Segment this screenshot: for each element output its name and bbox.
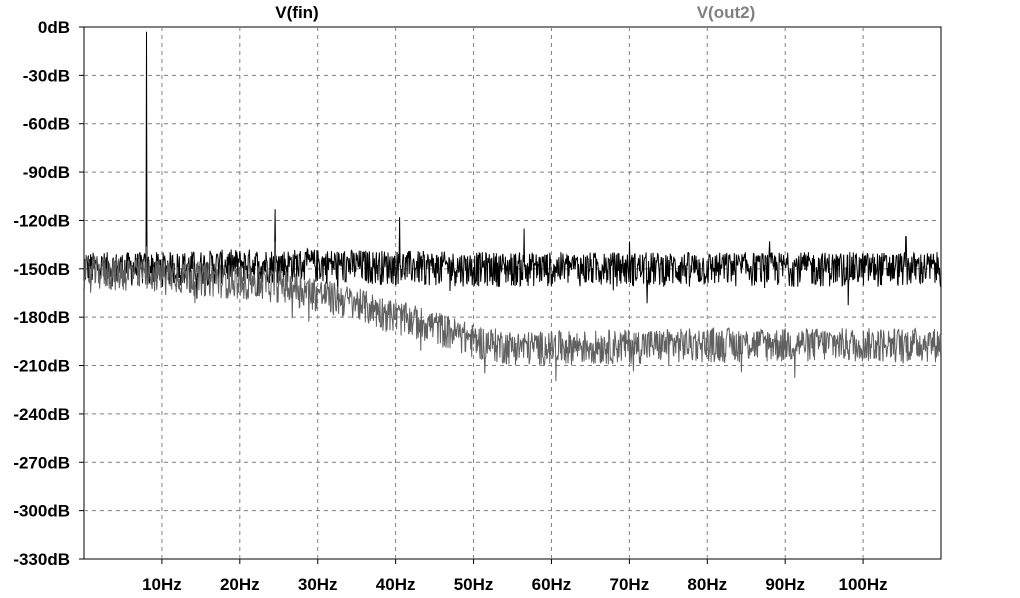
x-tick-label-9: 100Hz — [839, 575, 888, 594]
y-axis-ticks: 0dB -30dB -60dB -90dB -120dB -150dB -180dB -210… — [13, 18, 84, 569]
legend-series-out2: V(out2) — [697, 3, 756, 22]
x-tick-label-7: 80Hz — [687, 575, 727, 594]
grid-lines — [84, 27, 941, 559]
x-axis-ticks: 10Hz 20Hz 30Hz 40Hz 50Hz 60Hz 70Hz 80Hz 90Hz 100H… — [142, 559, 888, 594]
x-tick-label-6: 70Hz — [610, 575, 650, 594]
y-tick-label-10: -300dB — [13, 502, 70, 521]
legend: V(fin) V(out2) — [275, 3, 755, 22]
x-tick-label-2: 30Hz — [298, 575, 338, 594]
y-tick-label-0: 0dB — [38, 18, 70, 37]
x-tick-label-5: 60Hz — [532, 575, 572, 594]
y-tick-label-2: -60dB — [23, 115, 70, 134]
y-tick-label-9: -270dB — [13, 453, 70, 472]
x-tick-label-1: 20Hz — [220, 575, 260, 594]
y-tick-label-5: -150dB — [13, 260, 70, 279]
series-layer — [83, 31, 942, 382]
y-tick-label-3: -90dB — [23, 163, 70, 182]
x-tick-label-0: 10Hz — [142, 575, 182, 594]
legend-series-fin: V(fin) — [275, 3, 318, 22]
x-tick-label-3: 40Hz — [376, 575, 416, 594]
series-line-0 — [83, 31, 942, 306]
y-tick-label-8: -240dB — [13, 405, 70, 424]
y-tick-label-6: -180dB — [13, 308, 70, 327]
y-tick-label-11: -330dB — [13, 550, 70, 569]
y-tick-label-1: -30dB — [23, 66, 70, 85]
series-line-1 — [83, 241, 942, 382]
y-tick-label-4: -120dB — [13, 211, 70, 230]
x-tick-label-8: 90Hz — [765, 575, 805, 594]
y-tick-label-7: -210dB — [13, 357, 70, 376]
x-tick-label-4: 50Hz — [454, 575, 494, 594]
